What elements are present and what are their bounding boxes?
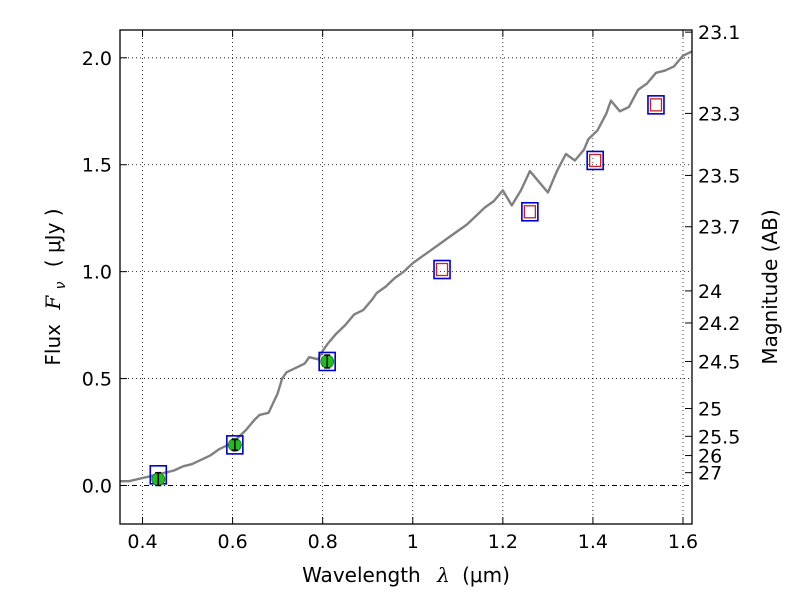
y2-tick-label: 24.5 <box>698 351 740 373</box>
predicted-photometry-square <box>589 153 602 168</box>
y2-tick-label: 25.5 <box>698 426 740 448</box>
ticks: 0.4 0.6 0.8 1 1.2 1.4 1.6 0.0 0.5 1.0 1.5 2.0 23.1 23… <box>82 22 741 553</box>
x-tick-label: 0.6 <box>217 531 247 553</box>
y2-tick-label: 23.1 <box>698 22 740 44</box>
y-axis-unit: ( μJy ) <box>41 208 65 267</box>
x-tick-label: 1.2 <box>488 531 518 553</box>
y2-tick-label: 24 <box>698 281 722 303</box>
y2-tick-label: 23.3 <box>698 103 740 125</box>
x-tick-label: 0.8 <box>308 531 338 553</box>
y2-tick-label: 26 <box>698 446 722 468</box>
x-tick-label: 1 <box>407 531 419 553</box>
model-photometry-square <box>226 435 244 455</box>
y-tick-label: 1.0 <box>82 262 112 284</box>
y2-tick-label: 23.7 <box>698 217 740 239</box>
y-axis-symbol-subscript: ν <box>53 281 69 289</box>
series <box>120 50 693 487</box>
model-photometry-square <box>647 95 665 115</box>
y-tick-label: 0.0 <box>82 476 112 498</box>
y-axis-symbol: F <box>41 295 65 311</box>
x-tick-label: 1.4 <box>578 531 608 553</box>
y-axis-title: Flux F ν ( μJy ) <box>41 208 70 365</box>
x-axis-symbol: λ <box>436 563 450 587</box>
x-axis-unit: (μm) <box>462 563 510 587</box>
model-photometry-square <box>521 201 539 222</box>
plot-frame <box>119 29 693 525</box>
y-tick-label: 2.0 <box>82 48 112 70</box>
x-axis-label: Wavelength <box>302 563 421 587</box>
y-tick-label: 1.5 <box>82 155 112 177</box>
x-tick-label: 1.6 <box>668 531 698 553</box>
model-photometry-square <box>318 351 336 372</box>
y-axis-label: Flux <box>41 324 65 366</box>
spectrum-line <box>120 50 693 483</box>
y2-tick-label: 25 <box>698 399 722 421</box>
y2-tick-label: 24.2 <box>698 313 740 335</box>
predicted-photometry-square <box>435 262 449 277</box>
model-photometry-square <box>433 259 451 280</box>
predicted-photometry-square <box>523 205 537 219</box>
y2-tick-label: 27 <box>698 463 722 485</box>
model-photometry-square <box>586 150 604 171</box>
y-tick-label: 0.5 <box>82 369 112 391</box>
predicted-photometry-square <box>649 98 663 112</box>
grid <box>120 30 692 524</box>
x-axis-title: Wavelength λ (μm) <box>302 563 510 587</box>
y2-tick-label: 23.5 <box>698 165 740 187</box>
x-tick-label: 0.4 <box>127 531 157 553</box>
secondary-y-axis-title: Magnitude (AB) <box>758 209 782 364</box>
